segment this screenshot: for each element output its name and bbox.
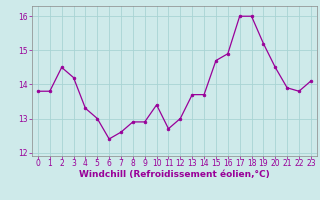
- X-axis label: Windchill (Refroidissement éolien,°C): Windchill (Refroidissement éolien,°C): [79, 170, 270, 179]
